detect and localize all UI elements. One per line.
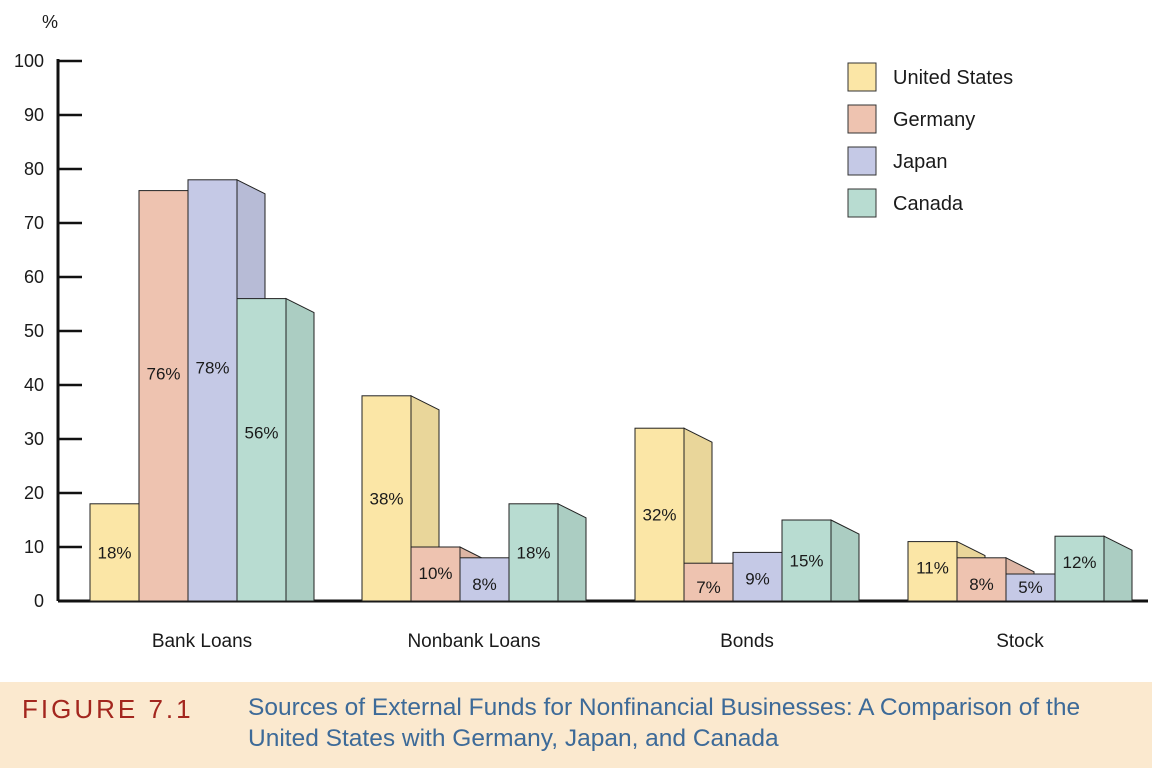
data-label: 9% bbox=[745, 569, 770, 588]
y-tick-label: 100 bbox=[14, 51, 44, 71]
bar-united-states bbox=[634, 427, 685, 602]
x-category-label: Bank Loans bbox=[152, 631, 252, 652]
data-label: 18% bbox=[516, 543, 550, 562]
y-tick-label: 70 bbox=[24, 213, 44, 233]
data-label: 32% bbox=[642, 506, 676, 525]
y-tick-label: 90 bbox=[24, 105, 44, 125]
x-category-label: Stock bbox=[996, 631, 1044, 652]
legend-label: United States bbox=[893, 67, 1013, 89]
legend-swatch bbox=[847, 104, 877, 134]
y-tick-label: 40 bbox=[24, 375, 44, 395]
bar-united-states bbox=[907, 541, 958, 602]
y-tick-label: 80 bbox=[24, 159, 44, 179]
bar-japan bbox=[187, 179, 238, 602]
bar-germany bbox=[410, 546, 461, 602]
data-label: 10% bbox=[418, 564, 452, 583]
bar-germany bbox=[138, 190, 189, 602]
data-label: 18% bbox=[97, 543, 131, 562]
x-category-label: Nonbank Loans bbox=[407, 631, 540, 652]
bar-japan bbox=[459, 557, 510, 602]
data-label: 12% bbox=[1062, 553, 1096, 572]
bar-canada bbox=[1054, 535, 1105, 602]
data-label: 78% bbox=[195, 358, 229, 377]
y-tick-label: 20 bbox=[24, 483, 44, 503]
bar-germany bbox=[956, 557, 1007, 602]
bar-japan bbox=[732, 551, 783, 602]
data-label: 11% bbox=[916, 559, 949, 578]
legend-label: Japan bbox=[893, 151, 948, 173]
data-label: 8% bbox=[472, 575, 497, 594]
bar-germany bbox=[683, 562, 734, 602]
bar-side-canada bbox=[830, 519, 860, 602]
legend-swatch bbox=[847, 62, 877, 92]
bar-united-states bbox=[361, 395, 412, 602]
bar-side-canada bbox=[1103, 535, 1133, 602]
x-category-label: Bonds bbox=[720, 631, 774, 652]
legend-label: Canada bbox=[893, 193, 964, 215]
bar-side-canada bbox=[557, 502, 587, 602]
bar-canada bbox=[781, 519, 832, 602]
data-label: 5% bbox=[1018, 578, 1043, 597]
data-label: 38% bbox=[369, 489, 403, 508]
y-tick-label: 30 bbox=[24, 429, 44, 449]
y-axis-label: % bbox=[42, 12, 58, 32]
data-label: 7% bbox=[696, 578, 721, 597]
y-tick-label: 0 bbox=[34, 591, 44, 611]
bar-side-canada bbox=[285, 297, 315, 602]
figure-caption: FIGURE 7.1 Sources of External Funds for… bbox=[0, 682, 1152, 768]
figure-title: Sources of External Funds for Nonfinanci… bbox=[248, 694, 1081, 752]
data-label: 56% bbox=[244, 424, 278, 443]
bar-chart: 0 10 20 30 40 50 60 70 80 90 100% 18% 76% 78% 56% Bank … bbox=[14, 12, 1148, 652]
data-label: 76% bbox=[146, 364, 180, 383]
legend-label: Germany bbox=[893, 109, 975, 131]
data-label: 8% bbox=[969, 575, 994, 594]
legend-swatch bbox=[847, 188, 877, 218]
bar-canada bbox=[508, 503, 559, 602]
y-tick-label: 10 bbox=[24, 537, 44, 557]
y-tick-label: 50 bbox=[24, 321, 44, 341]
data-label: 15% bbox=[789, 552, 823, 571]
bar-canada bbox=[236, 298, 287, 602]
figure-label: FIGURE 7.1 bbox=[22, 694, 194, 724]
y-tick-label: 60 bbox=[24, 267, 44, 287]
legend-swatch bbox=[847, 146, 877, 176]
